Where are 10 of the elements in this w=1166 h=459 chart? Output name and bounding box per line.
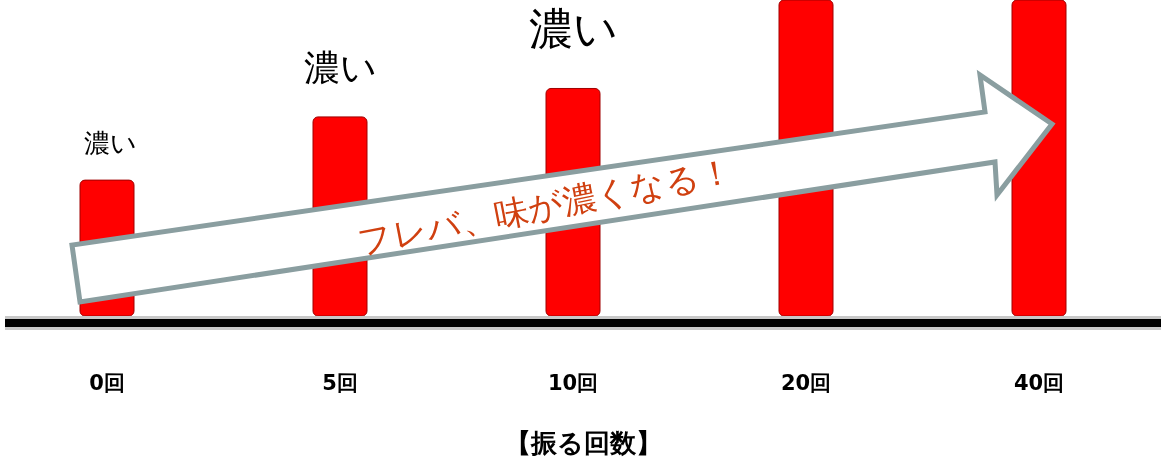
annotation: 濃い xyxy=(303,46,377,88)
annotation: 濃い xyxy=(83,128,137,159)
annotation: 濃い xyxy=(528,3,618,55)
x-tick-label: 0回 xyxy=(89,371,125,395)
x-tick-label: 5回 xyxy=(322,371,358,395)
x-tick-label: 40回 xyxy=(1013,371,1065,395)
x-axis-title: 【振る回数】 xyxy=(504,428,662,458)
x-tick-label: 10回 xyxy=(547,371,599,395)
annotation: フレバ、味が濃くなる！ xyxy=(354,150,737,262)
x-tick-label: 20回 xyxy=(780,371,832,395)
